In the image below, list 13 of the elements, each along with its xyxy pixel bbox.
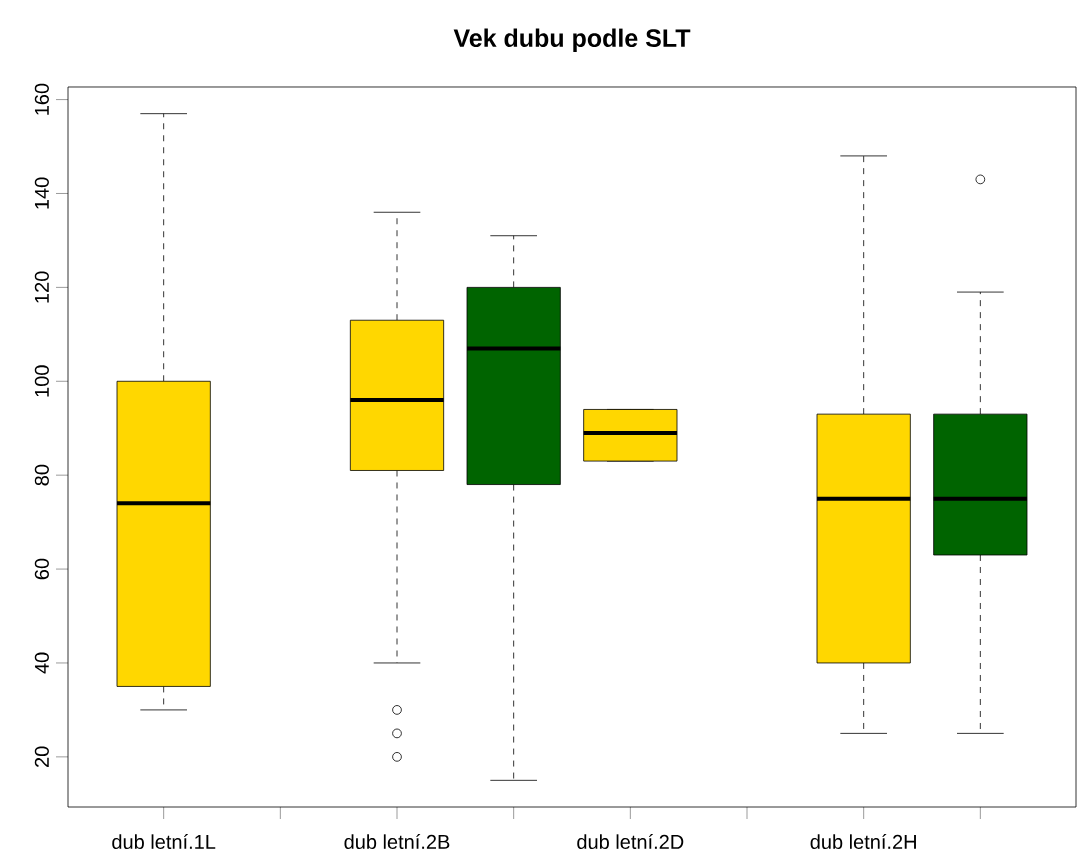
x-tick-label: dub letní.1L [112, 834, 216, 849]
y-tick-label: 60 [34, 558, 49, 580]
y-tick-label: 20 [34, 746, 49, 767]
y-tick-label: 100 [34, 365, 49, 397]
y-tick-label: 80 [34, 464, 49, 486]
y-tick-label: 140 [34, 177, 49, 209]
y-tick-label: 120 [34, 271, 49, 303]
x-tick-label: dub letní.2H [810, 834, 916, 849]
x-tick-label: dub letní.2B [344, 834, 450, 849]
x-tick-label: dub letní.2D [577, 834, 684, 849]
chart-title: Vek dubu podle SLT [453, 28, 691, 52]
y-tick-label: 40 [34, 652, 49, 674]
y-tick-label: 160 [34, 83, 49, 115]
